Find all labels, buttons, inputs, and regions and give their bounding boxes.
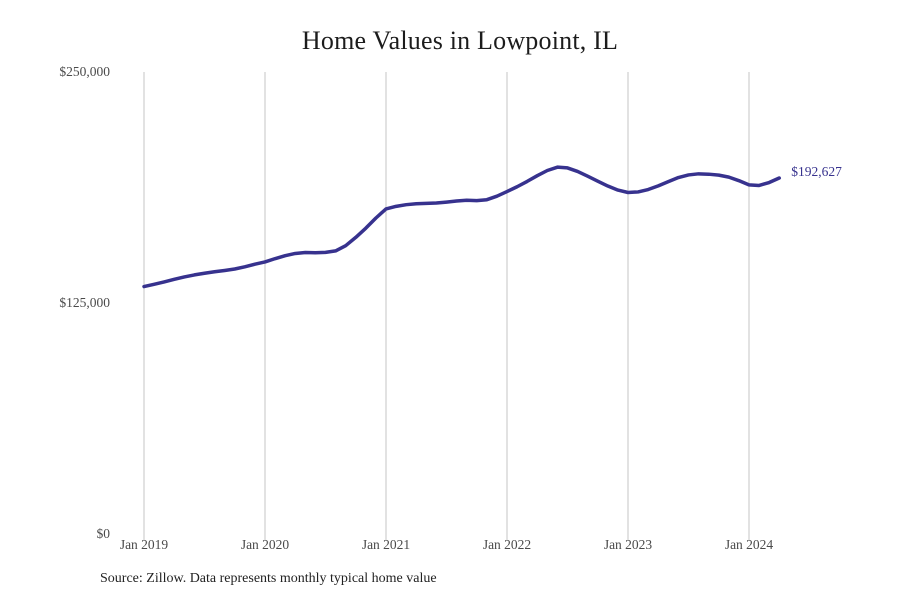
x-tick-label: Jan 2020 <box>240 537 290 552</box>
x-tick-label: Jan 2024 <box>724 537 774 552</box>
vertical-gridlines <box>143 72 750 540</box>
home-value-line <box>142 165 781 289</box>
x-tick-label: Jan 2019 <box>119 537 169 552</box>
x-tick-label: Jan 2022 <box>482 537 532 552</box>
y-tick-label: $0 <box>96 526 111 541</box>
chart-title: Home Values in Lowpoint, IL <box>301 26 619 55</box>
y-tick-label: $250,000 <box>59 64 110 79</box>
x-tick-label: Jan 2023 <box>603 537 653 552</box>
x-tick-label: Jan 2021 <box>361 537 411 552</box>
y-tick-label: $125,000 <box>59 295 110 310</box>
latest-value-label: $192,627 <box>791 164 842 180</box>
source-note: Source: Zillow. Data represents monthly … <box>100 571 437 586</box>
